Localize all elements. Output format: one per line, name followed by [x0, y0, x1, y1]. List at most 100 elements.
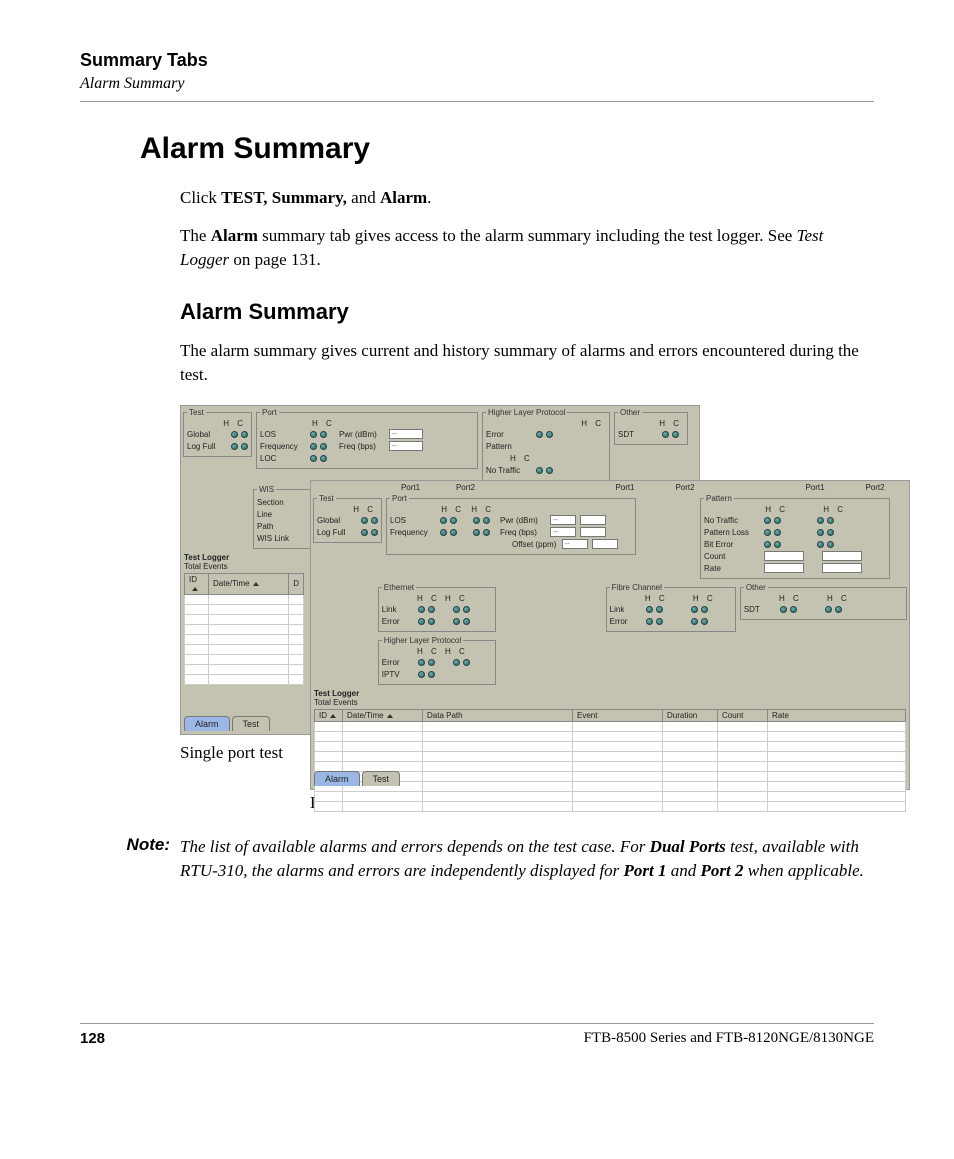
- label: Path: [257, 522, 297, 531]
- col-label: Date/Time: [213, 579, 250, 588]
- label: Link: [382, 605, 414, 614]
- value-box: [550, 527, 576, 537]
- led-icon: [418, 618, 425, 625]
- text: and: [347, 188, 380, 207]
- hc-header: H C: [510, 454, 535, 463]
- text: Click: [180, 188, 221, 207]
- led-icon: [780, 606, 787, 613]
- hc-header: H C: [442, 594, 470, 603]
- led-icon: [774, 517, 781, 524]
- port-header: Port2: [655, 483, 715, 492]
- legend: Test: [187, 408, 206, 417]
- label: Bit Error: [704, 540, 760, 549]
- col-datetime[interactable]: Date/Time: [209, 573, 289, 594]
- table-row: [315, 751, 906, 761]
- col-duration[interactable]: Duration: [663, 709, 718, 721]
- table-row: [185, 594, 304, 604]
- label: Error: [382, 617, 414, 626]
- label: IPTV: [382, 670, 414, 679]
- led-icon: [701, 618, 708, 625]
- led-icon: [774, 529, 781, 536]
- led-icon: [646, 618, 653, 625]
- label: SDT: [618, 430, 658, 439]
- header-title: Summary Tabs: [80, 50, 874, 71]
- col-d[interactable]: D: [289, 573, 304, 594]
- text: The: [180, 226, 211, 245]
- legend: Other: [744, 583, 768, 592]
- led-icon: [764, 529, 771, 536]
- value-box: [389, 429, 423, 439]
- led-icon: [428, 671, 435, 678]
- hc-header: H C: [760, 505, 790, 514]
- value-box: [562, 539, 588, 549]
- led-icon: [835, 606, 842, 613]
- led-icon: [310, 443, 317, 450]
- col-count[interactable]: Count: [718, 709, 768, 721]
- led-icon: [764, 541, 771, 548]
- sub-heading: Alarm Summary: [180, 299, 874, 325]
- col-datapath[interactable]: Data Path: [423, 709, 573, 721]
- label: SDT: [744, 605, 776, 614]
- label: Rate: [704, 564, 760, 573]
- led-icon: [371, 517, 378, 524]
- label: Frequency: [390, 528, 436, 537]
- led-icon: [662, 431, 669, 438]
- tab-test[interactable]: Test: [232, 716, 271, 731]
- legend: Port: [260, 408, 279, 417]
- hc-header: H C: [642, 594, 670, 603]
- led-icon: [320, 443, 327, 450]
- logger-table-single: ID Date/Time D: [184, 573, 304, 685]
- table-row: [185, 664, 304, 674]
- label: Error: [382, 658, 414, 667]
- col-rate[interactable]: Rate: [768, 709, 906, 721]
- legend: Port: [390, 494, 409, 503]
- col-id[interactable]: ID: [315, 709, 343, 721]
- led-icon: [536, 431, 543, 438]
- col-event[interactable]: Event: [573, 709, 663, 721]
- text: summary tab gives access to the alarm su…: [258, 226, 797, 245]
- table-row: [315, 781, 906, 791]
- led-icon: [691, 606, 698, 613]
- led-icon: [428, 606, 435, 613]
- col-label: Rate: [772, 711, 789, 720]
- logger-table-dual: ID Date/Time Data Path Event Duration Co…: [314, 709, 906, 812]
- led-icon: [428, 659, 435, 666]
- label: No Traffic: [486, 466, 532, 475]
- label: WIS Link: [257, 534, 297, 543]
- tab-alarm[interactable]: Alarm: [184, 716, 230, 731]
- group-test-dual: Test H C Global Log Full: [313, 494, 382, 543]
- col-label: ID: [189, 575, 197, 584]
- led-icon: [450, 517, 457, 524]
- hc-header: H C: [486, 419, 606, 428]
- group-pattern: Pattern H CH C No Traffic Pattern Loss B…: [700, 494, 890, 579]
- label: Pattern Loss: [704, 528, 760, 537]
- legend: Higher Layer Protocol: [486, 408, 567, 417]
- group-hlp-dual: Higher Layer Protocol H CH C Error IPTV: [378, 636, 496, 685]
- text-bold: Alarm: [211, 226, 258, 245]
- tab-test[interactable]: Test: [362, 771, 401, 786]
- hc-header: H C: [618, 419, 684, 428]
- port-header: Port1: [595, 483, 655, 492]
- led-icon: [440, 529, 447, 536]
- col-datetime[interactable]: Date/Time: [343, 709, 423, 721]
- group-wis: WIS Section Line Path WIS Link: [253, 485, 313, 549]
- paragraph-3: The alarm summary gives current and hist…: [180, 339, 874, 387]
- col-id[interactable]: ID: [185, 573, 209, 594]
- table-row: [315, 801, 906, 811]
- led-icon: [371, 529, 378, 536]
- main-heading: Alarm Summary: [140, 132, 874, 166]
- group-port: Port H C LOSPwr (dBm) FrequencyFreq (bps…: [256, 408, 478, 469]
- label: Link: [610, 605, 642, 614]
- label: Pwr (dBm): [500, 516, 546, 525]
- led-icon: [473, 517, 480, 524]
- table-row: [315, 721, 906, 731]
- value-box: [592, 539, 618, 549]
- paragraph-2: The Alarm summary tab gives access to th…: [180, 224, 874, 272]
- led-icon: [231, 431, 238, 438]
- legend: Ethernet: [382, 583, 416, 592]
- led-icon: [231, 443, 238, 450]
- hc-header: H C: [824, 594, 852, 603]
- table-row: [315, 741, 906, 751]
- led-icon: [825, 606, 832, 613]
- tab-alarm[interactable]: Alarm: [314, 771, 360, 786]
